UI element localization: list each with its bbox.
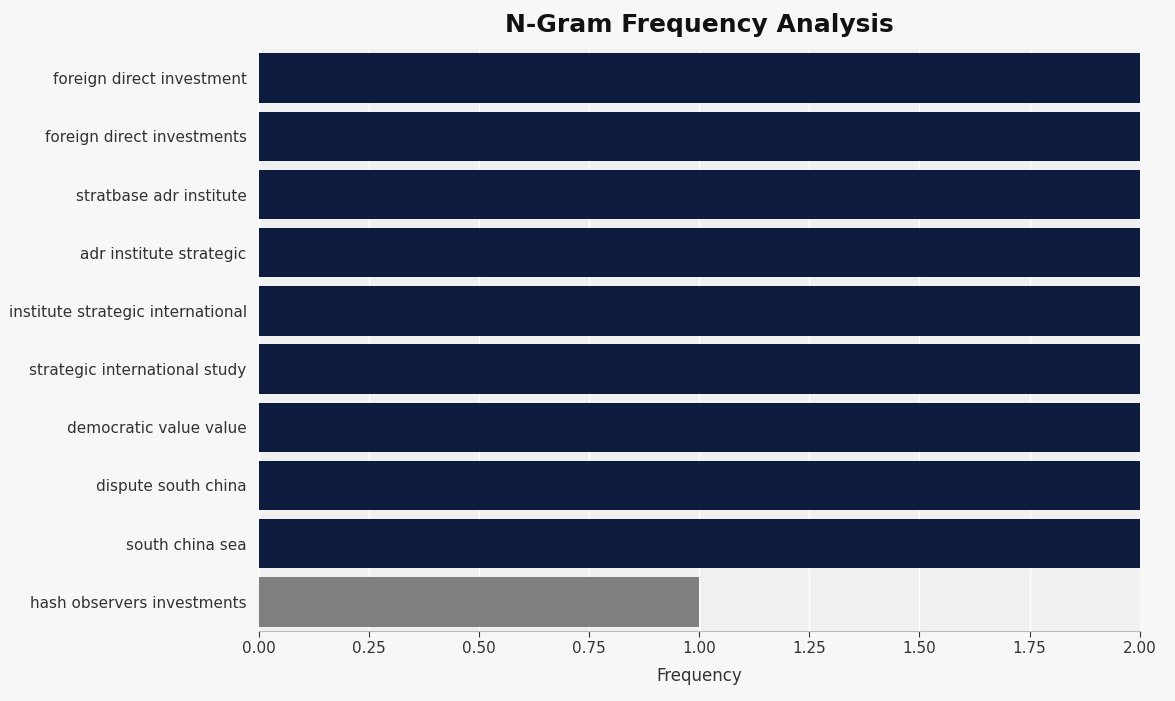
Bar xyxy=(258,170,1140,219)
Title: N-Gram Frequency Analysis: N-Gram Frequency Analysis xyxy=(505,13,893,37)
Bar xyxy=(258,286,1140,336)
X-axis label: Frequency: Frequency xyxy=(657,667,741,686)
Bar xyxy=(258,53,1140,103)
Bar xyxy=(258,111,1140,161)
Bar xyxy=(258,577,699,627)
Bar xyxy=(258,461,1140,510)
Bar xyxy=(258,402,1140,452)
Bar xyxy=(258,344,1140,394)
Bar xyxy=(258,519,1140,569)
Bar xyxy=(258,228,1140,278)
